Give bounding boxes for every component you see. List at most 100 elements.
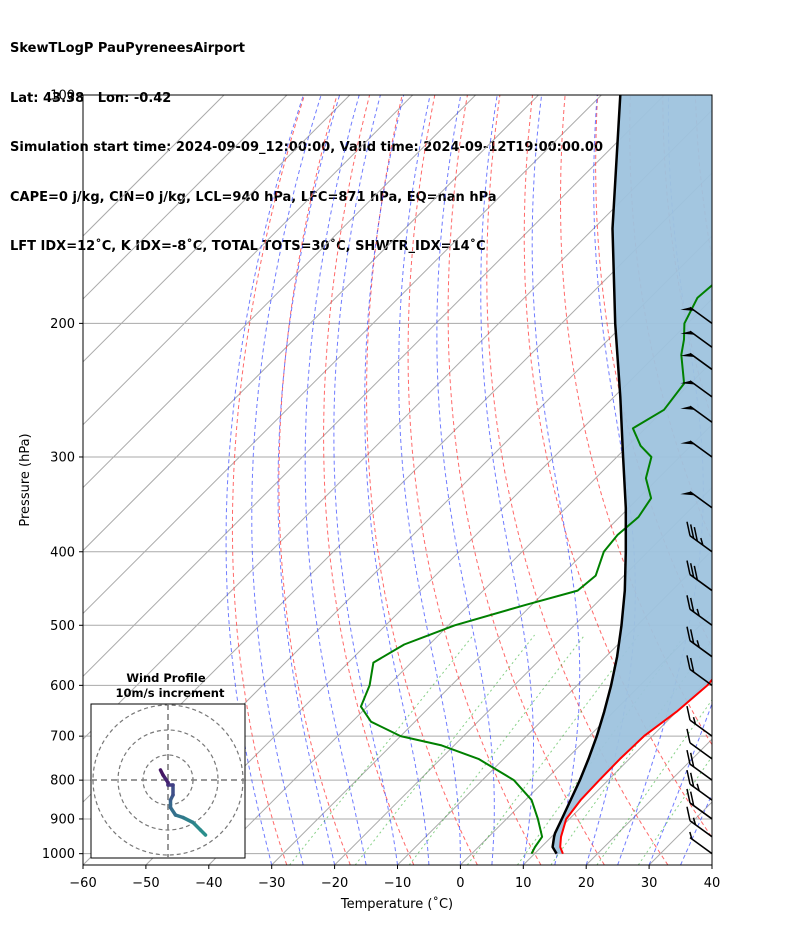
dry-adiabat: [278, 95, 351, 865]
hodograph-title: Wind Profile: [126, 671, 206, 685]
x-tick-label: −30: [258, 876, 285, 891]
moist-adiabat: [304, 95, 367, 865]
isotherm-gridline: [208, 361, 712, 865]
x-tick-label: 10: [515, 876, 532, 891]
wind-barb-full: [686, 626, 691, 641]
y-axis-ticks: 100 200 300 400 500 600 700 800 900 1000: [42, 89, 83, 862]
dry-adiabat: [366, 95, 478, 865]
dry-adiabat: [728, 95, 794, 865]
wind-barb: [686, 749, 713, 781]
wind-barb-full: [689, 752, 695, 767]
isotherm-gridline: [83, 95, 288, 300]
wind-barb: [680, 330, 713, 348]
moist-adiabat: [711, 863, 712, 865]
sounding-profiles: [359, 95, 712, 855]
x-axis-ticks: −60 −50 −40 −30 −20 −10 0 10 20 30 40: [69, 865, 720, 891]
isotherm-gridline: [460, 612, 712, 865]
dry-adiabat: [559, 95, 712, 746]
wind-barb-pennant: [680, 353, 695, 357]
wind-barb-staff: [689, 802, 713, 820]
temperature-profile-line: [559, 678, 712, 855]
wind-barb-full: [686, 560, 691, 575]
x-tick-label: 0: [456, 876, 464, 891]
hodograph-inset: Wind Profile 10m/s increment: [90, 671, 246, 859]
y-tick-label: 600: [50, 679, 75, 694]
y-tick-label: 200: [50, 317, 75, 332]
wind-barb-half: [700, 537, 704, 546]
y-tick-label: 100: [50, 89, 75, 104]
mixing-ratio-line: [289, 634, 474, 865]
wind-barb-full: [686, 521, 691, 536]
dry-adiabat: [761, 95, 794, 865]
wind-barb-pennant: [680, 331, 695, 335]
wind-barb-staff: [689, 742, 713, 760]
wind-barb-half: [689, 831, 693, 840]
wind-barb-full: [693, 526, 699, 542]
x-tick-label: −50: [132, 876, 159, 891]
wind-barb: [680, 440, 713, 458]
y-tick-label: 900: [50, 812, 75, 827]
wind-barbs: [680, 306, 713, 855]
wind-barb-staff: [689, 820, 713, 838]
wind-barb: [686, 769, 713, 801]
chart-title: SkewTLogP PauPyreneesAirport: [10, 41, 246, 56]
wind-barb-full: [686, 728, 691, 744]
wind-barb-pennant: [680, 380, 695, 385]
isotherm-gridline: [145, 298, 712, 865]
cin-area: [552, 95, 712, 854]
mixing-ratio-line: [354, 634, 535, 865]
mixing-ratio-line: [408, 634, 586, 865]
x-tick-label: 20: [578, 876, 595, 891]
wind-barb: [680, 491, 713, 509]
x-tick-label: 30: [641, 876, 658, 891]
hodograph-trace-segment: [181, 815, 195, 825]
location-coordinates: Lat: 43.38 Lon: -0.42: [10, 90, 172, 106]
wind-barb: [686, 626, 713, 658]
wind-barb: [686, 560, 713, 592]
y-tick-label: 1000: [42, 847, 75, 862]
dry-adiabat: [447, 95, 605, 865]
stability-indices-1: CAPE=0 j/kg, CIN=0 j/kg, LCL=940 hPa, LF…: [10, 189, 497, 205]
hodograph-subtitle: 10m/s increment: [116, 686, 225, 700]
y-axis-label: Pressure (hPa): [18, 433, 33, 526]
isotherm-gridline: [83, 109, 712, 740]
wind-barb-full: [686, 806, 691, 821]
isotherm-gridline: [83, 95, 476, 489]
moist-adiabat: [398, 95, 461, 865]
wind-barb-full: [689, 597, 695, 613]
y-tick-label: 800: [50, 774, 75, 789]
wind-barb-half: [696, 783, 700, 791]
wind-barb: [686, 521, 713, 553]
wind-barb: [680, 306, 713, 325]
isotherm-gridline: [83, 95, 225, 237]
wind-barb: [686, 705, 713, 737]
wind-barb-staff: [689, 535, 713, 553]
wind-barb-full: [689, 791, 695, 806]
x-tick-label: −10: [384, 876, 411, 891]
mixing-ratio-line: [637, 755, 712, 865]
moist-adiabat: [480, 95, 534, 865]
hodograph-trace-segment: [191, 820, 203, 832]
wind-barb-pennant: [680, 491, 695, 496]
wind-barb: [686, 728, 713, 760]
wind-barb-full: [686, 749, 691, 765]
hodograph-trace-segment: [158, 768, 165, 777]
moist-adiabat: [680, 793, 712, 865]
dewpoint-profile-line: [359, 283, 712, 855]
moist-adiabat: [333, 95, 398, 865]
simulation-time: Simulation start time: 2024-09-09_12:00:…: [10, 140, 603, 155]
wind-barb-staff: [689, 719, 713, 737]
hodograph-plot-area: [91, 704, 245, 858]
wind-barb: [680, 352, 713, 371]
isotherm-gridline: [397, 549, 712, 865]
wind-barb-full: [686, 705, 691, 721]
wind-barb-half: [696, 640, 700, 648]
wind-barb: [680, 380, 713, 398]
moist-adiabat: [364, 95, 430, 865]
wind-barb: [686, 806, 713, 838]
wind-barb-staff: [689, 330, 713, 348]
mixing-ratio-line: [466, 634, 639, 865]
isotherm-gridline: [83, 95, 351, 363]
parcel-profile-line: [551, 95, 628, 855]
wind-barb-full: [689, 772, 695, 787]
